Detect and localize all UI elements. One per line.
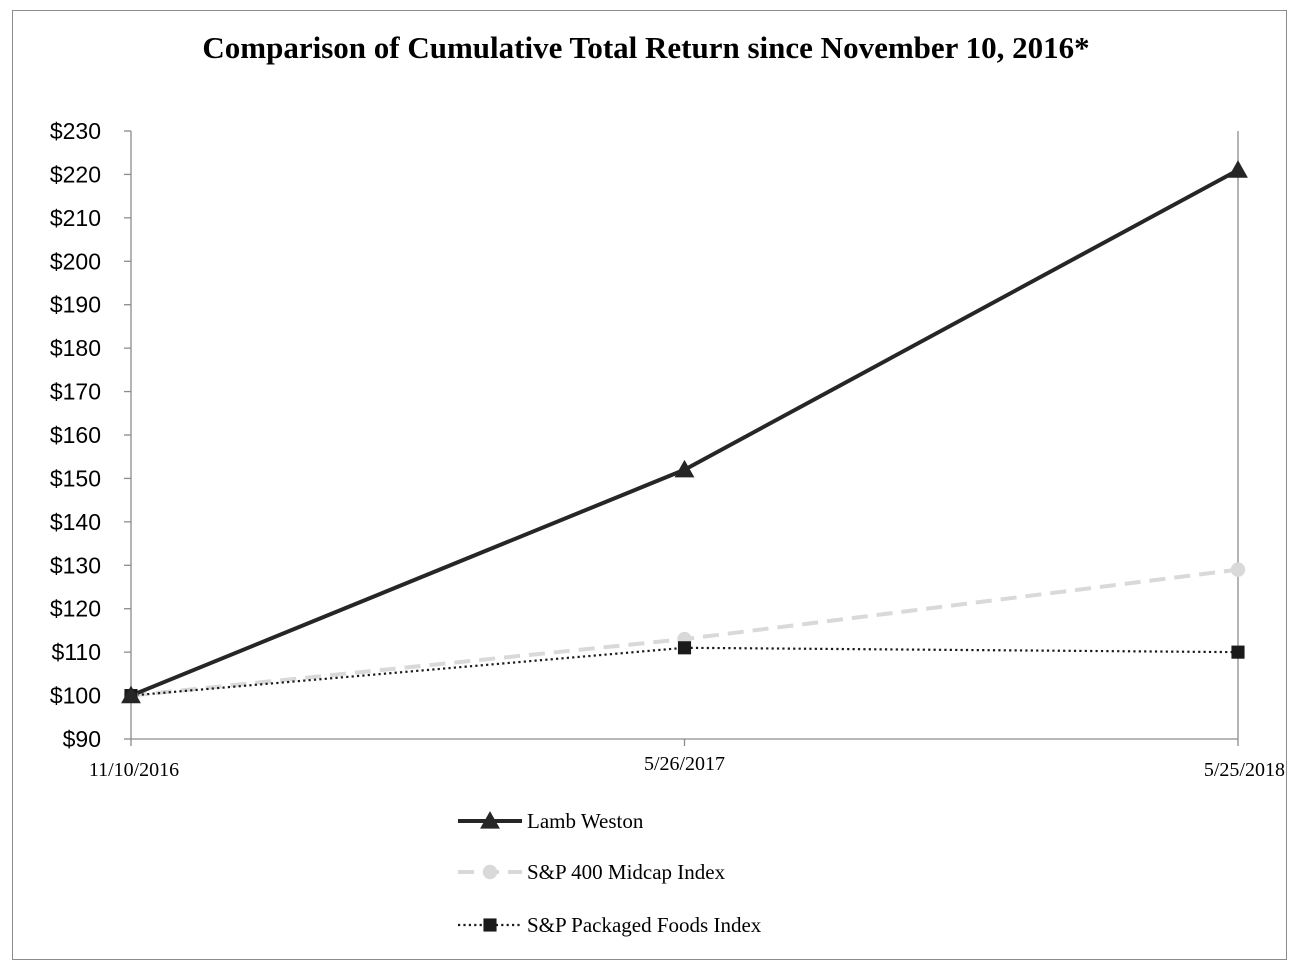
- chart-title: Comparison of Cumulative Total Return si…: [202, 30, 1090, 65]
- data-point-s-p-packaged-foods-index: [677, 641, 692, 655]
- y-tick-label: $210: [50, 205, 101, 231]
- legend-label-s-p-400-midcap-index: S&P 400 Midcap Index: [527, 860, 726, 884]
- data-point-lamb-weston: [1228, 160, 1248, 178]
- legend-marker-lamb-weston: [480, 811, 500, 829]
- y-tick-label: $110: [52, 639, 101, 665]
- x-tick-label: 5/25/2018: [1204, 759, 1285, 781]
- y-tick-label: $200: [50, 248, 101, 274]
- x-tick-label: 5/26/2017: [644, 753, 725, 775]
- series-line-s-p-packaged-foods-index: [130, 646, 1239, 697]
- data-point-s-p-400-midcap-index: [1230, 562, 1246, 577]
- y-tick-label: $150: [50, 465, 101, 491]
- y-tick-label: $230: [50, 118, 101, 144]
- y-tick-label: $190: [50, 292, 101, 318]
- y-tick-label: $140: [50, 509, 101, 535]
- legend-label-s-p-packaged-foods-index: S&P Packaged Foods Index: [527, 913, 762, 937]
- y-tick-label: $220: [50, 161, 101, 187]
- data-point-lamb-weston: [674, 459, 695, 478]
- y-tick-label: $90: [63, 726, 101, 752]
- legend-label-lamb-weston: Lamb Weston: [527, 809, 644, 833]
- x-tick-label: 11/10/2016: [89, 759, 179, 781]
- y-tick-label: $180: [50, 335, 101, 361]
- y-tick-label: $100: [50, 683, 101, 709]
- data-point-s-p-packaged-foods-index: [1231, 645, 1245, 659]
- y-tick-label: $130: [50, 552, 101, 578]
- y-tick-label: $120: [50, 596, 101, 622]
- legend-marker-s-p-packaged-foods-index: [483, 918, 497, 932]
- y-tick-label: $160: [50, 422, 101, 448]
- data-point-lamb-weston: [121, 685, 141, 704]
- y-tick-label: $170: [50, 379, 101, 405]
- series-line-lamb-weston: [130, 168, 1239, 698]
- legend-marker-s-p-400-midcap-index: [482, 864, 498, 880]
